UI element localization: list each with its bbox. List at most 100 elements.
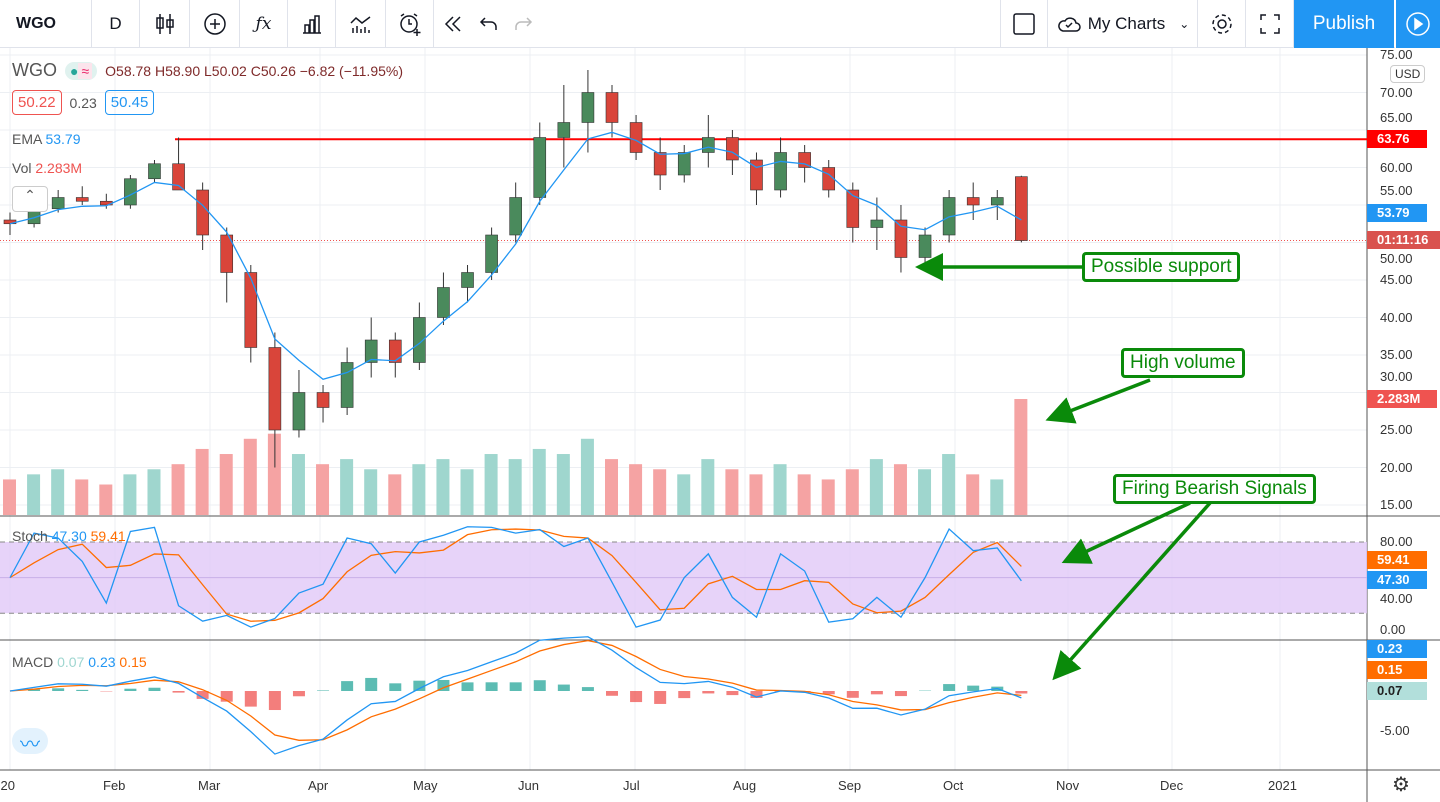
sell-button[interactable]: 50.22 <box>12 90 62 115</box>
macd-histogram-bar <box>172 691 185 693</box>
candle-body <box>1015 176 1028 241</box>
macd-histogram-bar <box>654 691 667 704</box>
play-icon[interactable] <box>1395 0 1440 48</box>
settings-gear-icon[interactable]: ⚙ <box>1392 774 1410 796</box>
candle-body <box>268 347 282 431</box>
annotation-high-volume[interactable]: High volume <box>1121 348 1245 378</box>
settings-gear-icon[interactable] <box>1198 0 1246 48</box>
volume-bar <box>412 464 426 515</box>
macd-histogram-bar <box>341 681 354 691</box>
candle-body <box>894 219 908 258</box>
ema-line <box>9 131 1022 380</box>
candle-body <box>124 178 137 206</box>
tradingview-logo-icon[interactable]: 〰 <box>12 728 48 756</box>
volume-bar <box>821 479 835 515</box>
candle-body <box>461 272 474 288</box>
financials-icon[interactable] <box>336 0 386 48</box>
macd-label: MACD <box>12 654 54 670</box>
alert-clock-icon[interactable] <box>386 0 434 48</box>
time-axis-label: Sep <box>838 778 862 793</box>
macd-histogram-bar <box>846 691 859 698</box>
volume-bar <box>918 469 932 515</box>
candle-body <box>316 392 330 408</box>
volume-bar <box>123 474 137 515</box>
stoch-k-line <box>9 526 1022 628</box>
price-tick-label: 45.00 <box>1380 272 1413 287</box>
volume-bar <box>629 464 643 515</box>
volume-bar <box>219 454 233 515</box>
my-charts-button[interactable]: My Charts ⌄ <box>1048 0 1198 48</box>
time-axis-label: Nov <box>1056 778 1080 793</box>
main-legend: WGO ● ≈ O58.78 H58.90 L50.02 C50.26 −6.82… <box>12 60 403 81</box>
price-tick-label: 50.00 <box>1380 251 1413 266</box>
macd-histogram-bar <box>148 687 161 691</box>
candles-icon[interactable] <box>140 0 190 48</box>
undo-icon[interactable] <box>472 0 506 48</box>
indicators-fx-icon[interactable]: ƒx <box>240 0 288 48</box>
symbol-search-button[interactable]: WGO <box>0 0 92 48</box>
volume-bar <box>195 448 209 515</box>
macd-histogram-bar <box>244 691 257 707</box>
volume-bar <box>364 469 378 515</box>
annotation-firing-bearish-signals[interactable]: Firing Bearish Signals <box>1113 474 1316 504</box>
ema-value: 53.79 <box>45 131 81 147</box>
publish-button[interactable]: Publish <box>1294 0 1394 48</box>
volume-bar <box>677 474 691 515</box>
volume-bar <box>291 454 305 515</box>
price-tick-label: 30.00 <box>1380 369 1413 384</box>
redo-icon[interactable] <box>506 0 540 48</box>
volume-bar <box>532 448 546 515</box>
volume-bar <box>653 469 667 515</box>
macd-histogram-bar <box>485 682 498 691</box>
volume-bar <box>845 469 859 515</box>
volume-bar <box>340 459 354 515</box>
candle-body <box>509 197 522 236</box>
interval-button[interactable]: D <box>92 0 140 48</box>
currency-label[interactable]: USD <box>1390 65 1426 83</box>
macd-histogram-bar <box>509 682 522 691</box>
resistance-price-tag: 63.76 <box>1367 130 1427 148</box>
volume-bar <box>436 459 450 515</box>
macd-line-value: 0.23 <box>88 654 116 670</box>
ema-price-tag: 53.79 <box>1367 204 1427 222</box>
volume-bar <box>171 464 185 515</box>
replay-icon[interactable] <box>434 0 472 48</box>
volume-bar <box>773 464 787 515</box>
stoch-d-value: 59.41 <box>90 528 126 544</box>
top-toolbar: WGO D ƒx My Charts ⌄ Publish <box>0 0 1440 48</box>
time-axis-label: Apr <box>308 778 329 793</box>
candle-body <box>966 197 980 206</box>
candle-body <box>605 92 619 123</box>
volume-bar <box>990 479 1004 515</box>
candle-body <box>870 219 884 228</box>
compare-plus-icon[interactable] <box>190 0 240 48</box>
stoch-tick-label: 40.00 <box>1380 591 1413 606</box>
macd-signal-value: 0.15 <box>119 654 147 670</box>
candle-body <box>485 234 498 273</box>
macd-histogram-bar <box>437 679 450 691</box>
candle-body <box>677 152 691 176</box>
volume-bar <box>51 469 65 515</box>
volume-bar <box>147 469 161 515</box>
collapse-legend-button[interactable]: ⌃ <box>12 186 48 212</box>
candle-body <box>413 317 426 363</box>
volume-bar <box>893 464 907 515</box>
price-tick-label: 75.00 <box>1380 47 1413 62</box>
annotation-possible-support[interactable]: Possible support <box>1082 252 1241 282</box>
macd-signal-tag: 0.15 <box>1367 661 1427 679</box>
price-tick-label: 40.00 <box>1380 309 1413 325</box>
macd-histogram-bar <box>317 690 330 691</box>
templates-bars-icon[interactable] <box>288 0 336 48</box>
volume-bar <box>3 479 16 515</box>
candle-body <box>437 287 450 318</box>
macd-histogram-bar <box>557 684 570 691</box>
fullscreen-icon[interactable] <box>1246 0 1294 48</box>
candle-body <box>581 92 595 123</box>
layout-square-icon[interactable] <box>1000 0 1048 48</box>
macd-histogram-bar <box>124 688 137 691</box>
time-axis-label: Jul <box>623 778 640 793</box>
price-tick-label: 20.00 <box>1380 459 1413 475</box>
macd-hist-tag: 0.07 <box>1367 682 1427 700</box>
buy-button[interactable]: 50.45 <box>104 90 155 115</box>
